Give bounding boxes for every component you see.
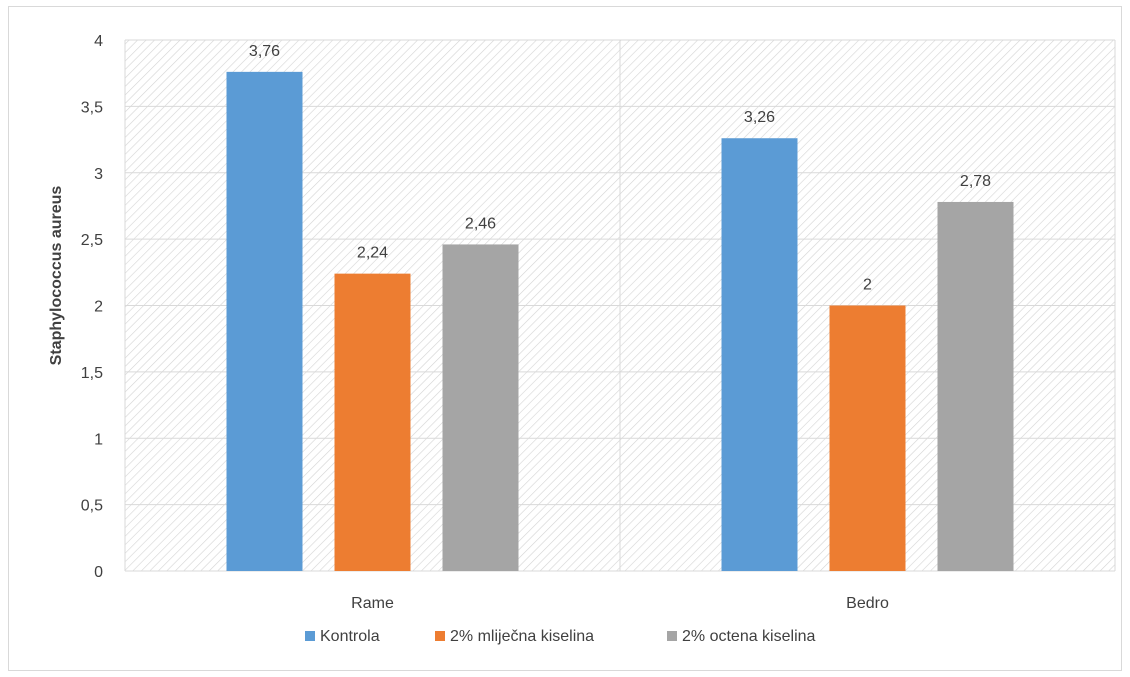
bar	[442, 244, 519, 571]
data-label: 2,46	[465, 215, 496, 232]
y-axis-title: Staphylococcus aureus	[48, 186, 65, 366]
y-tick-label: 4	[94, 33, 103, 50]
data-labels: 3,76 2,24 2,46 3,26 2 2,78	[249, 43, 991, 294]
legend-label: 2% octena kiselina	[682, 628, 816, 645]
bar	[829, 305, 906, 571]
y-tick-label: 2,5	[81, 232, 103, 249]
y-axis-ticks: 0 0,5 1 1,5 2 2,5 3 3,5 4	[81, 33, 103, 581]
data-label: 2,24	[357, 245, 388, 262]
legend-label: 2% mliječna kiselina	[450, 628, 594, 645]
bar	[937, 201, 1014, 571]
data-label: 2	[863, 277, 872, 294]
bar	[226, 71, 303, 572]
data-label: 2,78	[960, 173, 991, 190]
legend-swatch	[305, 631, 315, 641]
bar	[334, 273, 411, 571]
bars	[226, 71, 1014, 572]
y-tick-label: 0,5	[81, 498, 103, 515]
bar	[721, 138, 798, 572]
y-tick-label: 2	[94, 299, 103, 316]
legend: Kontrola 2% mliječna kiselina 2% octena ki…	[305, 628, 816, 645]
legend-swatch	[435, 631, 445, 641]
y-tick-label: 0	[94, 564, 103, 581]
x-tick-label: Rame	[351, 595, 394, 612]
y-tick-label: 3	[94, 166, 103, 183]
data-label: 3,26	[744, 109, 775, 126]
chart-frame: 0 0,5 1 1,5 2 2,5 3 3,5 4 3,76 2,24 2,46 3,26 2 2,78 …	[8, 6, 1122, 671]
x-axis-ticks: Rame Bedro	[351, 595, 889, 612]
y-tick-label: 1	[94, 431, 103, 448]
data-label: 3,76	[249, 43, 280, 60]
legend-label: Kontrola	[320, 628, 380, 645]
y-tick-label: 1,5	[81, 365, 103, 382]
bar-chart: 00,511,522,533,54 3,762,242,463,2622,78 …	[48, 33, 1116, 645]
legend-swatch	[667, 631, 677, 641]
y-tick-label: 3,5	[81, 99, 103, 116]
x-tick-label: Bedro	[846, 595, 889, 612]
